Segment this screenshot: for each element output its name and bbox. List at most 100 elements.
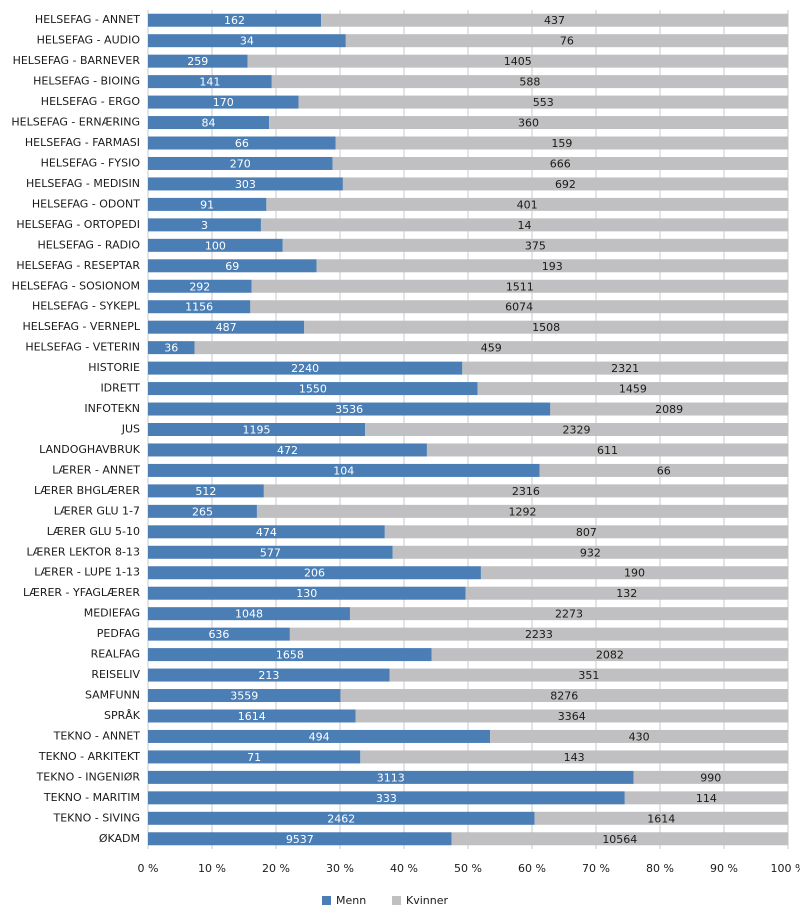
data-label: 1508 <box>532 321 560 334</box>
y-tick-label: HELSEFAG - SOSIONOM <box>12 279 140 292</box>
x-tick-label: 0 % <box>138 862 159 875</box>
bar-segment <box>335 136 788 150</box>
data-label: 494 <box>309 730 330 743</box>
bar-segment <box>269 116 789 130</box>
x-tick-label: 50 % <box>454 862 482 875</box>
bar-segment <box>148 320 305 334</box>
y-tick-label: LÆRER BHGLÆRER <box>34 484 140 497</box>
bar-segment <box>539 463 788 477</box>
data-label: 130 <box>296 587 317 600</box>
bar-segment <box>451 832 788 846</box>
data-label: 990 <box>700 771 721 784</box>
data-label: 84 <box>202 117 216 130</box>
bar-segment <box>355 709 788 723</box>
bar-segment <box>148 300 251 314</box>
bar-segment <box>148 361 463 375</box>
bar-segment <box>148 484 264 498</box>
bar-segment <box>148 811 535 825</box>
data-label: 611 <box>597 444 618 457</box>
bar-segment <box>148 770 634 784</box>
data-label: 692 <box>555 178 576 191</box>
bar-segment <box>550 402 788 416</box>
bar-segment <box>148 95 299 109</box>
legend-label: Menn <box>336 894 366 907</box>
bar-segment <box>148 504 257 518</box>
bar-segment <box>148 279 252 293</box>
bar-segment <box>148 54 248 68</box>
bar-segment <box>148 75 272 89</box>
data-label: 459 <box>481 342 502 355</box>
bar-segment <box>148 218 261 232</box>
y-tick-label: HELSEFAG - FYSIO <box>41 156 141 169</box>
data-label: 170 <box>213 96 234 109</box>
bar-segment <box>148 566 481 580</box>
data-label: 2233 <box>525 628 553 641</box>
bar-segment <box>321 13 788 27</box>
y-tick-label: INFOTEKN <box>84 402 140 415</box>
x-tick-label: 20 % <box>262 862 290 875</box>
x-tick-label: 70 % <box>582 862 610 875</box>
bar-segment <box>465 586 788 600</box>
bar-segment <box>490 729 788 743</box>
y-tick-label: TEKNO - SIVING <box>53 811 140 824</box>
bar-segment <box>480 566 788 580</box>
y-tick-label: LÆRER - LUPE 1-13 <box>34 566 140 579</box>
data-label: 2316 <box>512 485 540 498</box>
data-label: 1292 <box>508 505 536 518</box>
data-label: 2273 <box>555 608 583 621</box>
data-label: 487 <box>216 321 237 334</box>
data-label: 143 <box>564 751 585 764</box>
bar-segment <box>345 34 788 48</box>
bar-segment <box>431 648 788 662</box>
data-label: 1550 <box>299 383 327 396</box>
bar-segment <box>462 361 788 375</box>
data-label: 2329 <box>563 424 591 437</box>
bar-segment <box>148 156 333 170</box>
bar-segment <box>148 382 478 396</box>
bar-segment <box>148 238 283 252</box>
legend-swatch <box>392 896 401 905</box>
x-tick-label: 30 % <box>326 862 354 875</box>
data-label: 10564 <box>602 833 637 846</box>
data-label: 66 <box>657 464 671 477</box>
data-label: 91 <box>200 198 214 211</box>
data-label: 69 <box>225 260 239 273</box>
bar-segment <box>148 750 361 764</box>
bar-segment <box>148 545 393 559</box>
bar-segment <box>148 13 322 27</box>
data-label: 114 <box>696 792 717 805</box>
y-tick-label: TEKNO - ARKITEKT <box>38 750 140 763</box>
bar-segment <box>477 382 788 396</box>
y-tick-label: HELSEFAG - BIOING <box>33 75 140 88</box>
data-label: 2082 <box>596 649 624 662</box>
y-tick-label: HELSEFAG - RADIO <box>37 238 140 251</box>
data-label: 292 <box>189 280 210 293</box>
data-label: 360 <box>518 117 539 130</box>
bar-segment <box>148 463 540 477</box>
bar-segment <box>148 709 356 723</box>
bar-segment <box>389 668 788 682</box>
bar-segment <box>271 75 788 89</box>
data-label: 932 <box>580 546 601 559</box>
data-label: 1048 <box>235 608 263 621</box>
bar-segment <box>148 791 625 805</box>
data-label: 666 <box>550 157 571 170</box>
data-label: 807 <box>576 526 597 539</box>
data-label: 1459 <box>619 383 647 396</box>
bar-segment <box>148 689 341 703</box>
data-label: 303 <box>235 178 256 191</box>
bar-segment <box>148 34 346 48</box>
y-tick-label: LÆRER - ANNET <box>52 463 140 476</box>
data-label: 34 <box>240 35 254 48</box>
y-tick-label: HELSEFAG - ERNÆRING <box>11 116 140 129</box>
data-label: 472 <box>277 444 298 457</box>
y-tick-label: HELSEFAG - SYKEPL <box>32 300 141 313</box>
data-label: 8276 <box>550 690 578 703</box>
data-label: 351 <box>578 669 599 682</box>
bar-segment <box>282 238 788 252</box>
y-tick-label: LÆRER LEKTOR 8-13 <box>27 545 141 558</box>
bar-segment <box>349 607 788 621</box>
data-label: 193 <box>542 260 563 273</box>
y-tick-label: PEDFAG <box>97 627 140 640</box>
